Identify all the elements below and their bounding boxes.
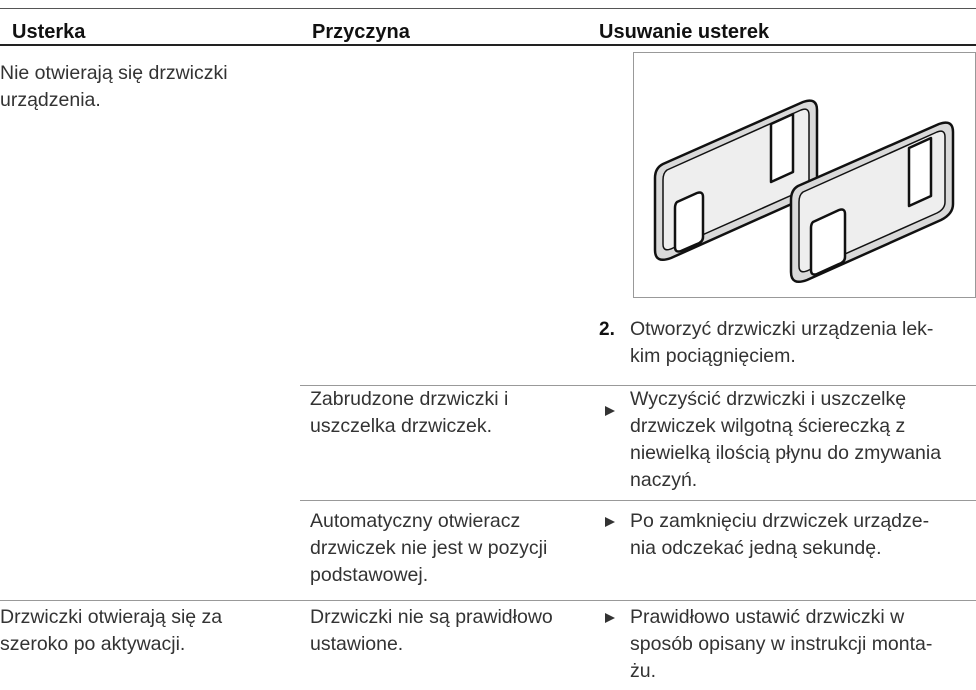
- cause-text: Automatyczny otwieracz drzwiczek nie jest…: [310, 508, 547, 589]
- text-line: Drzwiczki nie są prawidłowo: [310, 606, 553, 628]
- step-number: 2.: [599, 319, 615, 340]
- text-line: drzwiczek wilgotną ściereczką z: [630, 415, 906, 437]
- row-rule: [300, 500, 976, 501]
- text-line: podstawowej.: [310, 564, 429, 586]
- text-line: kim pociągnięciem.: [630, 345, 796, 367]
- text-line: żu.: [630, 660, 657, 682]
- text-line: Prawidłowo ustawić drzwiczki w: [630, 606, 905, 628]
- column-header: Przyczyna: [312, 21, 410, 43]
- text-line: Otworzyć drzwiczki urządzenia lek-: [630, 318, 934, 340]
- fault-text: Nie otwierają się drzwiczki urządzenia.: [0, 60, 228, 114]
- bullet: [605, 406, 615, 416]
- text-line: Drzwiczki otwierają się za: [0, 606, 223, 628]
- remedy-text: Po zamknięciu drzwiczek urządze-nia odcz…: [630, 508, 929, 562]
- text-line: Wyczyścić drzwiczki i uszczelkę: [630, 388, 907, 410]
- text-line: drzwiczek nie jest w pozycji: [310, 537, 548, 559]
- remedy-text: Wyczyścić drzwiczki i uszczelkę drzwiczek…: [630, 386, 941, 494]
- text-line: ustawione.: [310, 633, 404, 655]
- text-line: Nie otwierają się drzwiczki: [0, 62, 228, 84]
- header-rule: [0, 44, 976, 46]
- text-line: szeroko po aktywacji.: [0, 633, 186, 655]
- cause-text: Drzwiczki nie są prawidłowo ustawione.: [310, 604, 553, 658]
- bullet: [605, 613, 615, 623]
- fault-text: Drzwiczki otwierają się za szeroko po akt…: [0, 604, 222, 658]
- cause-text: Zabrudzone drzwiczki i uszczelka drzwicze…: [310, 386, 508, 440]
- column-header: Usterka: [12, 21, 86, 43]
- text-line: naczyń.: [630, 469, 698, 491]
- bullet: [605, 517, 615, 527]
- remedy-text: Otworzyć drzwiczki urządzenia lek-kim po…: [630, 316, 933, 370]
- row-rule: [300, 385, 976, 386]
- text-line: nia odczekać jedną sekundę.: [630, 537, 882, 559]
- text-line: urządzenia.: [0, 89, 101, 111]
- text-line: Automatyczny otwieracz: [310, 510, 521, 532]
- row-rule: [0, 600, 976, 601]
- illustration: [633, 52, 976, 298]
- top-rule: [0, 8, 976, 9]
- text-line: niewielką ilością płynu do zmywania: [630, 442, 942, 464]
- text-line: sposób opisany w instrukcji monta-: [630, 633, 933, 655]
- text-line: Zabrudzone drzwiczki i: [310, 388, 509, 410]
- text-line: uszczelka drzwiczek.: [310, 415, 493, 437]
- column-header: Usuwanie usterek: [599, 21, 770, 43]
- text-line: Po zamknięciu drzwiczek urządze-: [630, 510, 930, 532]
- remedy-text: Prawidłowo ustawić drzwiczki w sposób opi…: [630, 604, 932, 685]
